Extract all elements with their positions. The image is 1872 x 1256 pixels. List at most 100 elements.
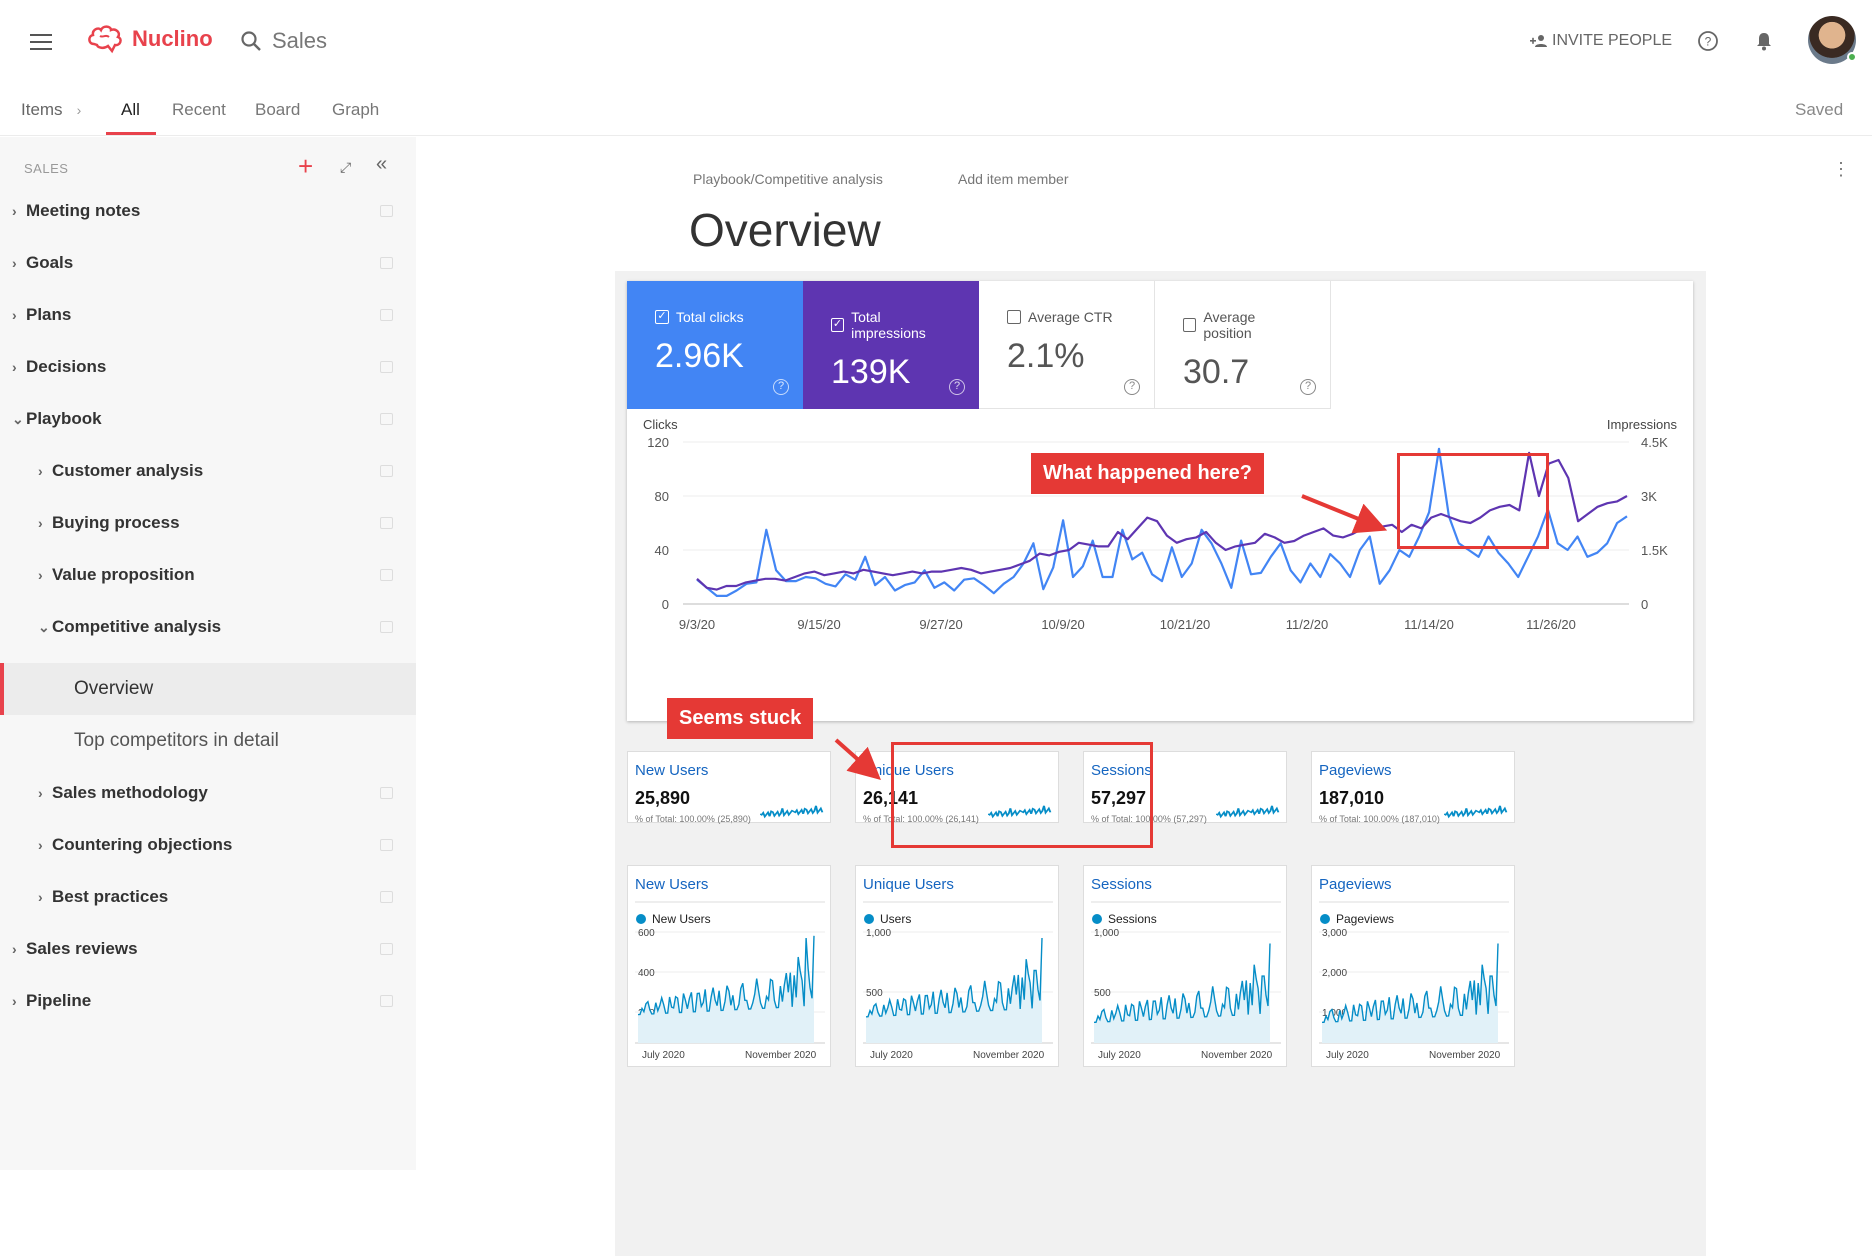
workspace-search[interactable]: Sales bbox=[240, 28, 327, 54]
chevron-right-icon: › bbox=[12, 941, 17, 957]
metric-label: Total clicks bbox=[676, 309, 744, 325]
sidebar-item-best-practices[interactable]: › Best practices bbox=[0, 871, 416, 923]
summary-card[interactable]: Pageviews 187,010 % of Total: 100.00% (187… bbox=[1311, 751, 1515, 824]
sidebar-item-label: Buying process bbox=[52, 513, 180, 532]
top-bar: Nuclino Sales INVITE PEOPLE ? bbox=[0, 0, 1872, 84]
chevron-right-icon: › bbox=[38, 837, 43, 853]
sidebar-item-playbook[interactable]: ⌄ Playbook bbox=[0, 393, 416, 445]
legend: Sessions bbox=[1092, 912, 1157, 926]
trend-chart: 3,000 2,000 1,000 July 2020 November 2020 bbox=[1319, 901, 1509, 1061]
invite-people-button[interactable]: INVITE PEOPLE bbox=[1530, 32, 1672, 50]
help-icon[interactable]: ? bbox=[1124, 379, 1140, 395]
x-tick-label: July 2020 bbox=[1098, 1050, 1141, 1061]
help-icon[interactable]: ? bbox=[949, 379, 965, 395]
sidebar-item-label: Competitive analysis bbox=[52, 617, 222, 636]
performance-chart: Clicks Impressions 120 4.5K 80 3K 40 1.5K 0 0 9/3/… bbox=[643, 417, 1678, 632]
tab-recent[interactable]: Recent bbox=[172, 100, 226, 119]
copy-icon bbox=[380, 787, 393, 799]
search-icon bbox=[241, 31, 261, 51]
x-tick-label: July 2020 bbox=[1326, 1050, 1369, 1061]
copy-icon bbox=[380, 465, 393, 477]
bell-icon[interactable] bbox=[1755, 31, 1773, 51]
metric-average-ctr[interactable]: Average CTR 2.1% ? bbox=[979, 281, 1155, 409]
sidebar-item-sales-reviews[interactable]: › Sales reviews bbox=[0, 923, 416, 975]
sidebar-item-sales-methodology[interactable]: › Sales methodology bbox=[0, 767, 416, 819]
card-title: New Users bbox=[635, 762, 709, 779]
highlight-box bbox=[1397, 453, 1549, 549]
help-icon[interactable]: ? bbox=[773, 379, 789, 395]
logo[interactable]: Nuclino bbox=[86, 24, 213, 54]
sidebar-item-meeting-notes[interactable]: › Meeting notes bbox=[0, 185, 416, 237]
y-tick-label: 1,000 bbox=[1322, 1008, 1347, 1019]
y-tick-label: 1,000 bbox=[866, 928, 891, 939]
tab-all[interactable]: All bbox=[121, 100, 140, 119]
tab-board[interactable]: Board bbox=[255, 100, 301, 119]
y2-tick-label: 0 bbox=[1641, 597, 1648, 612]
sidebar-item-pipeline[interactable]: › Pipeline bbox=[0, 975, 416, 1027]
card-title: Sessions bbox=[1091, 876, 1152, 893]
legend: New Users bbox=[636, 912, 711, 926]
sidebar-item-overview[interactable]: Overview bbox=[0, 663, 416, 715]
sidebar-item-plans[interactable]: › Plans bbox=[0, 289, 416, 341]
summary-card[interactable]: New Users 25,890 % of Total: 100.00% (25,8… bbox=[627, 751, 831, 824]
sidebar-item-buying-process[interactable]: › Buying process bbox=[0, 497, 416, 549]
tab-graph[interactable]: Graph bbox=[332, 100, 380, 119]
page-breadcrumb[interactable]: Playbook/Competitive analysis bbox=[693, 171, 883, 187]
metric-label: Average position bbox=[1203, 309, 1256, 341]
series-line bbox=[1322, 943, 1499, 1024]
x-tick-label: July 2020 bbox=[870, 1050, 913, 1061]
legend-label: New Users bbox=[652, 912, 711, 926]
metric-average-position[interactable]: Average position 30.7 ? bbox=[1155, 281, 1331, 409]
x-tick-label: November 2020 bbox=[745, 1050, 817, 1061]
card-title: New Users bbox=[635, 876, 709, 893]
search-console-card: ✓ Total clicks 2.96K ? ✓ Total impressions… bbox=[627, 281, 1693, 721]
trend-card[interactable]: Pageviews Pageviews 3,000 2,000 1,000 July 20… bbox=[1311, 865, 1515, 1067]
summary-card[interactable]: Sessions 57,297 % of Total: 100.00% (57,29… bbox=[1083, 751, 1287, 824]
area-fill bbox=[866, 938, 1042, 1043]
legend-dot bbox=[1092, 914, 1102, 924]
help-icon[interactable]: ? bbox=[1697, 30, 1719, 52]
metric-total-impressions[interactable]: ✓ Total impressions 139K ? bbox=[803, 281, 979, 409]
chevron-right-icon: › bbox=[12, 307, 17, 323]
more-options-icon[interactable]: ⋮ bbox=[1832, 159, 1850, 179]
sidebar-item-competitive-analysis[interactable]: ⌄ Competitive analysis bbox=[0, 601, 416, 653]
copy-icon bbox=[380, 309, 393, 321]
chevron-right-icon: › bbox=[12, 359, 17, 375]
items-label: Items bbox=[21, 100, 63, 119]
sidebar-item-label: Sales methodology bbox=[52, 783, 208, 802]
sidebar-item-goals[interactable]: › Goals bbox=[0, 237, 416, 289]
callout-seems-stuck: Seems stuck bbox=[667, 698, 814, 739]
trend-card[interactable]: Sessions Sessions 1,000 500 July 2020 Novembe… bbox=[1083, 865, 1287, 1067]
expand-icon[interactable]: ⤢ bbox=[340, 159, 352, 175]
add-item-member-button[interactable]: Add item member bbox=[958, 171, 1069, 187]
sidebar-item-top-competitors[interactable]: Top competitors in detail bbox=[0, 715, 416, 767]
metric-total-clicks[interactable]: ✓ Total clicks 2.96K ? bbox=[627, 281, 803, 409]
metric-label: Average CTR bbox=[1028, 309, 1113, 325]
collapse-sidebar-icon[interactable]: « bbox=[376, 153, 388, 175]
help-icon[interactable]: ? bbox=[1300, 379, 1316, 395]
sidebar-item-decisions[interactable]: › Decisions bbox=[0, 341, 416, 393]
add-item-icon[interactable]: + bbox=[298, 151, 314, 181]
y2-axis-label: Impressions bbox=[1607, 417, 1678, 432]
sidebar-item-value-proposition[interactable]: › Value proposition bbox=[0, 549, 416, 601]
x-tick-label: November 2020 bbox=[1429, 1050, 1501, 1061]
x-tick-label: 10/9/20 bbox=[1041, 617, 1084, 632]
summary-card[interactable]: Unique Users 26,141 % of Total: 100.00% (2… bbox=[855, 751, 1059, 824]
checkbox-checked-icon: ✓ bbox=[655, 310, 669, 324]
x-tick-label: 9/3/20 bbox=[679, 617, 715, 632]
trend-card[interactable]: Unique Users Users 1,000 500 July 2020 Novemb… bbox=[855, 865, 1059, 1067]
view-tabs-bar: Items › All Recent Board Graph Saved bbox=[0, 84, 1872, 136]
y-tick-label: 500 bbox=[866, 988, 883, 999]
sidebar-item-countering-objections[interactable]: › Countering objections bbox=[0, 819, 416, 871]
menu-icon[interactable] bbox=[30, 34, 52, 55]
sparkline bbox=[1444, 805, 1508, 819]
trend-chart: 1,000 500 July 2020 November 2020 bbox=[863, 901, 1053, 1061]
online-status-dot bbox=[1847, 52, 1857, 62]
y-tick-label: 600 bbox=[638, 928, 655, 939]
saved-status: Saved bbox=[1795, 100, 1844, 119]
sidebar-item-customer-analysis[interactable]: › Customer analysis bbox=[0, 445, 416, 497]
metric-value: 30.7 bbox=[1183, 353, 1250, 391]
items-breadcrumb[interactable]: Items › bbox=[21, 100, 81, 120]
chevron-right-icon: › bbox=[12, 993, 17, 1009]
